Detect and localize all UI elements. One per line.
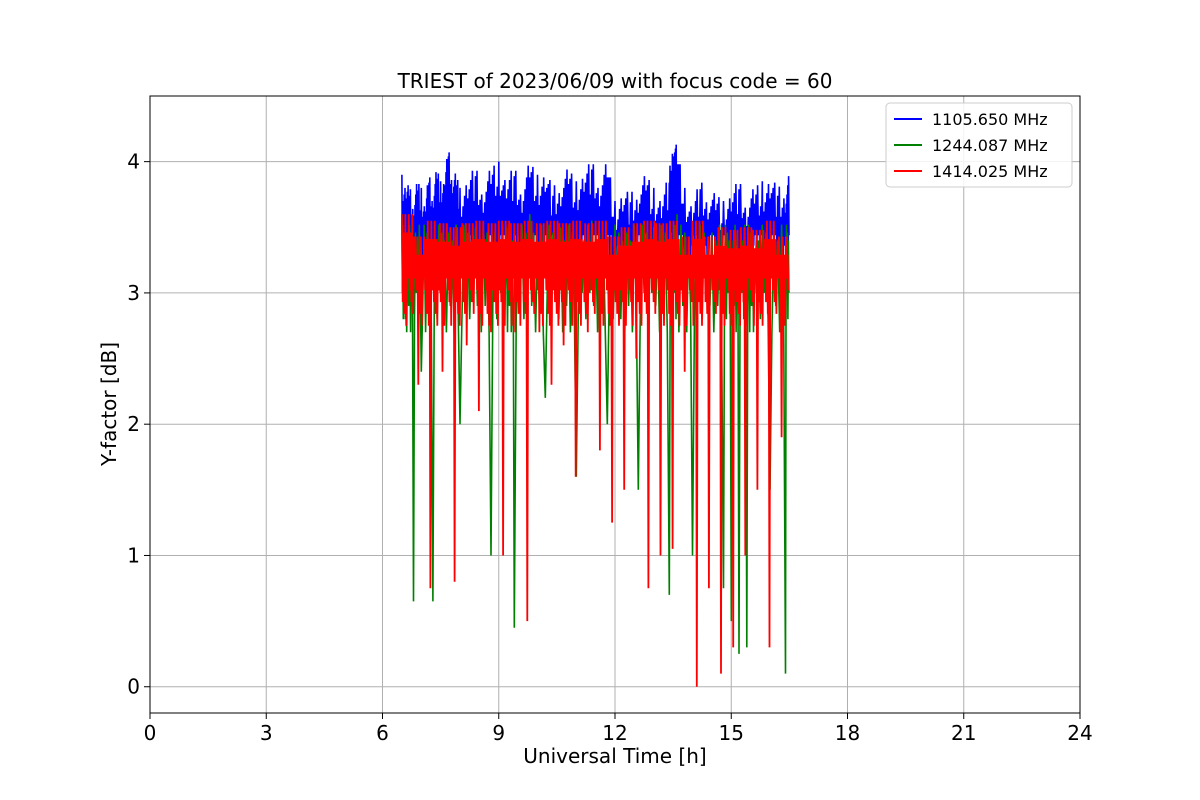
legend-box	[885, 102, 1073, 188]
x-tick-label: 3	[260, 721, 273, 745]
series-line-1414-025	[401, 214, 790, 687]
x-tick-label: 6	[376, 721, 389, 745]
legend-label: 1105.650 MHz	[932, 110, 1048, 129]
y-tick-label: 2	[127, 412, 140, 436]
x-tick-label: 18	[835, 721, 860, 745]
x-tick-label: 21	[951, 721, 976, 745]
y-tick-label: 4	[127, 150, 140, 174]
x-tick-label: 12	[602, 721, 627, 745]
x-tick-label: 24	[1067, 721, 1092, 745]
x-tick-label: 0	[144, 721, 157, 745]
y-axis-label: Y-factor [dB]	[97, 342, 121, 467]
x-tick-label: 9	[492, 721, 505, 745]
series-layer	[401, 144, 790, 687]
y-tick-label: 0	[127, 675, 140, 699]
grid-layer	[149, 96, 1081, 713]
legend-label: 1244.087 MHz	[932, 136, 1048, 155]
y-tick-label: 1	[127, 543, 140, 567]
series-line-1105-650	[401, 144, 790, 267]
x-tick-label: 15	[719, 721, 744, 745]
chart-title: TRIEST of 2023/06/09 with focus code = 6…	[397, 69, 833, 93]
x-axis-label: Universal Time [h]	[523, 744, 706, 768]
legend: 1105.650 MHz 1244.087 MHz 1414.025 MHz	[885, 102, 1073, 188]
legend-label: 1414.025 MHz	[932, 162, 1048, 181]
y-tick-label: 3	[127, 281, 140, 305]
